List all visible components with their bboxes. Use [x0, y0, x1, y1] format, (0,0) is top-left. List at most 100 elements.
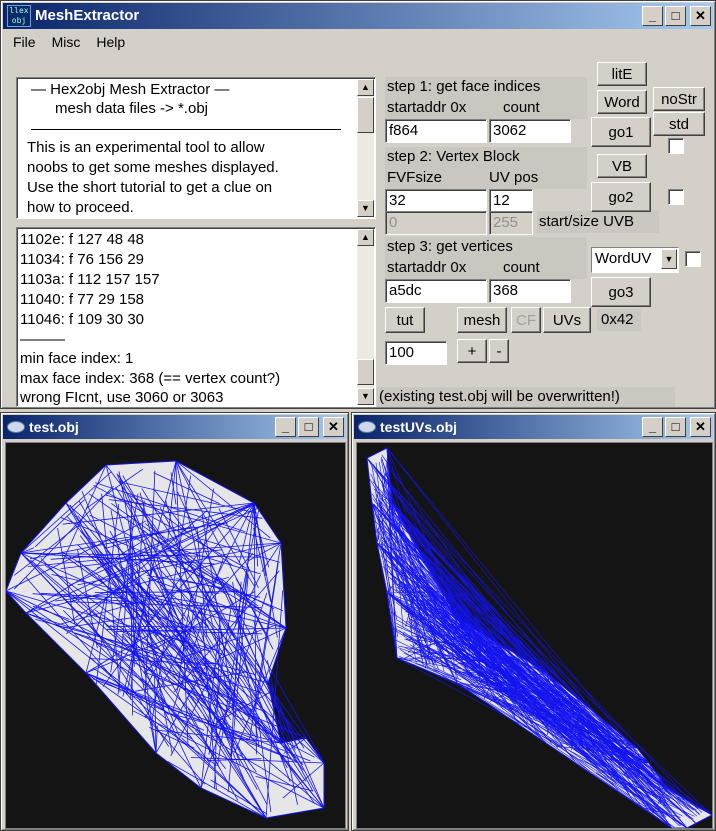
wire-edge — [400, 576, 435, 667]
maximize-button[interactable]: □ — [665, 417, 686, 437]
menu-help[interactable]: Help — [96, 34, 126, 50]
main-title-bar[interactable]: llex obj MeshExtractor _ □ ✕ — [3, 3, 713, 29]
std-checkbox[interactable] — [668, 138, 684, 154]
wire-edge — [186, 696, 267, 819]
obj-viewer-icon — [358, 421, 376, 433]
wire-edge — [396, 657, 668, 804]
wire-edge — [477, 644, 563, 739]
wire-edge — [386, 592, 694, 811]
wire-edge — [366, 457, 507, 682]
wire-edge — [108, 499, 263, 519]
step1-startaddr-input[interactable]: f864 — [385, 119, 487, 143]
worduv-checkbox[interactable] — [685, 251, 701, 267]
wire-edge — [380, 498, 663, 805]
info-textbox[interactable]: — Hex2obj Mesh Extractor — mesh data fil… — [16, 77, 376, 219]
wire-edge — [402, 542, 584, 746]
go3-button[interactable]: go3 — [591, 277, 651, 307]
scroll-up-arrow-icon[interactable]: ▲ — [357, 79, 374, 96]
wire-edge — [389, 585, 546, 703]
lite-button[interactable]: litE — [597, 62, 647, 86]
wire-edge — [130, 499, 135, 667]
step1-count-input[interactable]: 3062 — [489, 119, 571, 143]
wire-edge — [125, 557, 323, 807]
wire-edge — [466, 688, 688, 828]
wire-edge — [209, 562, 325, 764]
tutorial-button[interactable]: tut — [385, 307, 425, 333]
wire-edge — [266, 660, 298, 805]
maximize-button[interactable]: □ — [298, 417, 319, 437]
wire-edge — [602, 747, 638, 749]
wire-edge — [106, 625, 207, 628]
mesh-render-test-obj — [6, 460, 325, 819]
close-button[interactable]: ✕ — [690, 6, 711, 26]
mesh-button[interactable]: mesh — [457, 307, 507, 333]
wire-edge — [621, 748, 688, 828]
wire-edge — [148, 643, 202, 711]
viewer1-viewport[interactable] — [5, 442, 346, 829]
close-button[interactable]: ✕ — [323, 417, 344, 437]
wire-edge — [72, 502, 255, 600]
log-line: 1102e: f 127 48 48 — [20, 231, 144, 248]
viewer-window-test-obj: test.obj _ □ ✕ — [0, 412, 349, 831]
scroll-thumb[interactable] — [357, 359, 374, 385]
obj-viewer-icon — [7, 421, 25, 433]
step2-fvfsize-input[interactable]: 32 — [385, 189, 487, 213]
minimize-button[interactable]: _ — [642, 6, 663, 26]
wire-edge — [374, 513, 529, 723]
vb-button[interactable]: VB — [597, 154, 647, 178]
step3-count-input[interactable]: 368 — [489, 279, 571, 303]
wire-edge — [34, 499, 85, 548]
go1-button[interactable]: go1 — [591, 117, 651, 147]
log-summary-line: min face index: 1 — [20, 350, 134, 367]
wire-edge — [268, 680, 325, 809]
minus-button[interactable]: - — [489, 339, 509, 363]
wire-edge — [62, 502, 255, 525]
minimize-button[interactable]: _ — [642, 417, 663, 437]
wire-edge — [86, 637, 315, 758]
step3-startaddr-input[interactable]: a5dc — [385, 279, 487, 303]
scroll-up-arrow-icon[interactable]: ▲ — [357, 229, 374, 246]
scroll-down-arrow-icon[interactable]: ▼ — [357, 388, 374, 405]
wire-edge — [202, 631, 237, 698]
wire-edge — [95, 482, 246, 533]
wire-edge — [81, 490, 180, 737]
dropdown-arrow-icon[interactable]: ▼ — [661, 249, 677, 269]
wire-edge — [386, 591, 439, 594]
log-line: 11040: f 77 29 158 — [20, 291, 144, 308]
plus-button[interactable]: + — [457, 339, 487, 363]
wire-edge — [77, 544, 325, 764]
std-button[interactable]: std — [653, 112, 705, 136]
step1-startaddr-label: startaddr 0x — [387, 99, 467, 116]
log-scrollbar[interactable]: ▲ ▼ — [357, 229, 374, 405]
step2-title: step 2: Vertex Block — [387, 148, 520, 165]
mesh-render-testuvs-obj — [366, 447, 712, 828]
menu-misc[interactable]: Misc — [51, 34, 81, 50]
menu-file[interactable]: File — [13, 34, 36, 50]
nostr-button[interactable]: noStr — [653, 87, 705, 111]
wire-edge — [422, 644, 556, 726]
info-scrollbar[interactable]: ▲ ▼ — [357, 79, 374, 217]
maximize-button[interactable]: □ — [665, 6, 686, 26]
go2-button[interactable]: go2 — [591, 182, 651, 212]
wire-edge — [85, 672, 217, 766]
minimize-button[interactable]: _ — [275, 417, 296, 437]
step2-uvpos-input[interactable]: 12 — [489, 189, 533, 213]
viewer2-title-bar[interactable]: testUVs.obj _ □ ✕ — [354, 415, 713, 439]
close-button[interactable]: ✕ — [690, 417, 711, 437]
uv-format-select[interactable]: WordUV ▼ — [591, 247, 679, 273]
wire-edge — [414, 633, 475, 649]
wire-edge — [175, 460, 231, 704]
wire-edge — [648, 762, 667, 803]
go2-checkbox[interactable] — [668, 189, 684, 205]
zoom-input[interactable]: 100 — [385, 341, 447, 365]
viewer2-viewport[interactable] — [356, 442, 713, 829]
wire-edge — [427, 573, 498, 650]
wire-edge — [555, 690, 657, 806]
word-button[interactable]: Word — [597, 90, 647, 114]
log-textbox[interactable]: 1102e: f 127 48 48 11034: f 76 156 29 11… — [16, 227, 376, 407]
scroll-thumb[interactable] — [357, 97, 374, 133]
uvs-button[interactable]: UVs — [543, 307, 591, 333]
scroll-down-arrow-icon[interactable]: ▼ — [357, 200, 374, 217]
viewer1-title-bar[interactable]: test.obj _ □ ✕ — [3, 415, 346, 439]
wire-edge — [92, 552, 146, 609]
